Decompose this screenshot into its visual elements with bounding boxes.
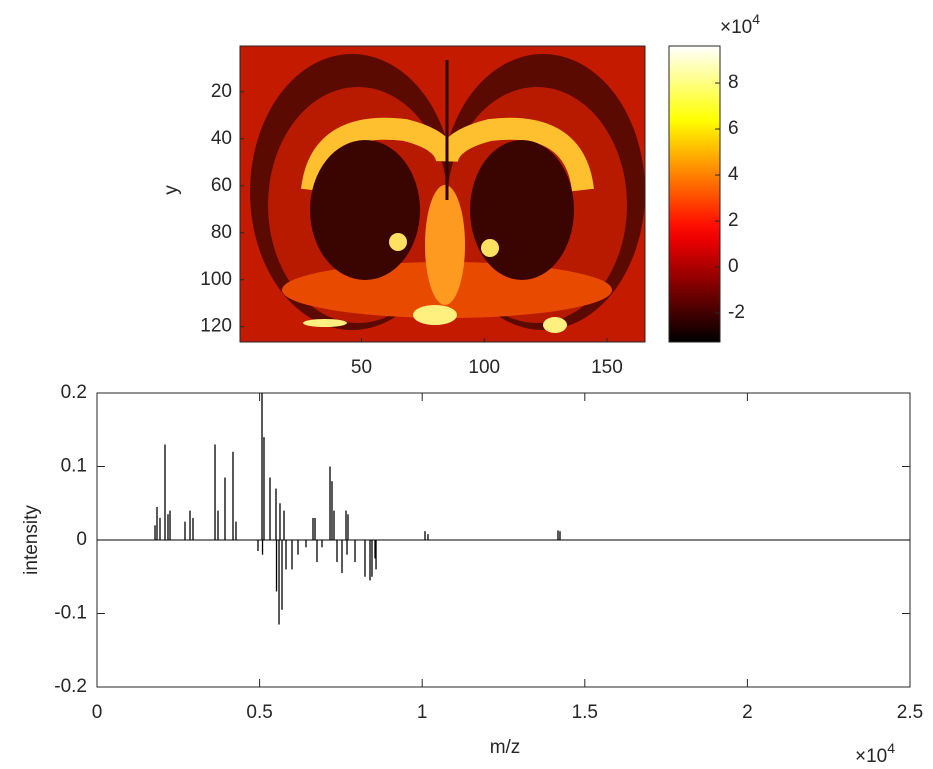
y-tick-label: 100	[200, 269, 232, 290]
colorbar-tick-label: -2	[728, 302, 745, 323]
y-tick-label: 60	[211, 175, 232, 196]
y-tick-label: 20	[211, 81, 232, 102]
x-tick-label: 0.5	[246, 702, 272, 723]
y-tick-label: 120	[200, 316, 232, 337]
x-exponent: ×104	[855, 740, 895, 767]
x-tick-label: 0	[92, 702, 103, 723]
x-tick-label: 100	[468, 357, 500, 378]
image-y-label: y	[161, 185, 182, 195]
y-tick-label: -0.1	[54, 603, 87, 624]
x-label: m/z	[490, 737, 521, 758]
y-label: intensity	[21, 505, 42, 575]
colorbar-tick-label: 2	[728, 210, 739, 231]
y-tick-label: 0.1	[61, 456, 87, 477]
colorbar-tick-label: 8	[728, 72, 739, 93]
x-tick-label: 2	[742, 702, 753, 723]
x-tick-label: 1.5	[572, 702, 598, 723]
y-tick-label: 0	[76, 529, 87, 550]
x-tick-label: 50	[351, 357, 372, 378]
colorbar-tick-label: 6	[728, 118, 739, 139]
colorbar	[668, 45, 721, 343]
exp-base: ×10	[855, 746, 887, 767]
y-tick-label: 80	[211, 222, 232, 243]
colorbar-exponent: ×104	[720, 11, 760, 38]
exp-power: 4	[887, 740, 895, 756]
x-tick-label: 2.5	[897, 702, 923, 723]
y-tick-label: -0.2	[54, 676, 87, 697]
image-axes-box	[239, 45, 646, 343]
y-tick-label: 40	[211, 128, 232, 149]
y-tick-label: 0.2	[61, 382, 87, 403]
x-tick-label: 1	[417, 702, 428, 723]
exp-power: 4	[752, 11, 760, 27]
brain-image	[240, 46, 645, 342]
colorbar-tick-label: 4	[728, 164, 739, 185]
exp-base: ×10	[720, 17, 752, 38]
x-tick-label: 150	[591, 357, 623, 378]
colorbar-tick-label: 0	[728, 256, 739, 277]
